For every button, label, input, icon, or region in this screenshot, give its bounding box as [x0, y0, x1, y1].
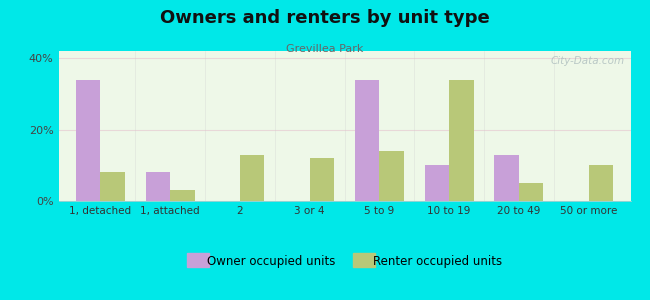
- Bar: [76, 80, 100, 201]
- Bar: [240, 154, 265, 201]
- Text: City-Data.com: City-Data.com: [551, 56, 625, 65]
- Bar: [380, 151, 404, 201]
- Bar: [170, 190, 194, 201]
- Legend: Owner occupied units, Renter occupied units: Owner occupied units, Renter occupied un…: [182, 251, 507, 273]
- Bar: [355, 80, 380, 201]
- Bar: [519, 183, 543, 201]
- Bar: [146, 172, 170, 201]
- Bar: [424, 165, 449, 201]
- Bar: [449, 80, 474, 201]
- Text: Grevillea Park: Grevillea Park: [286, 44, 364, 53]
- Bar: [495, 154, 519, 201]
- Bar: [100, 172, 125, 201]
- Bar: [309, 158, 334, 201]
- Bar: [589, 165, 613, 201]
- Text: Owners and renters by unit type: Owners and renters by unit type: [160, 9, 490, 27]
